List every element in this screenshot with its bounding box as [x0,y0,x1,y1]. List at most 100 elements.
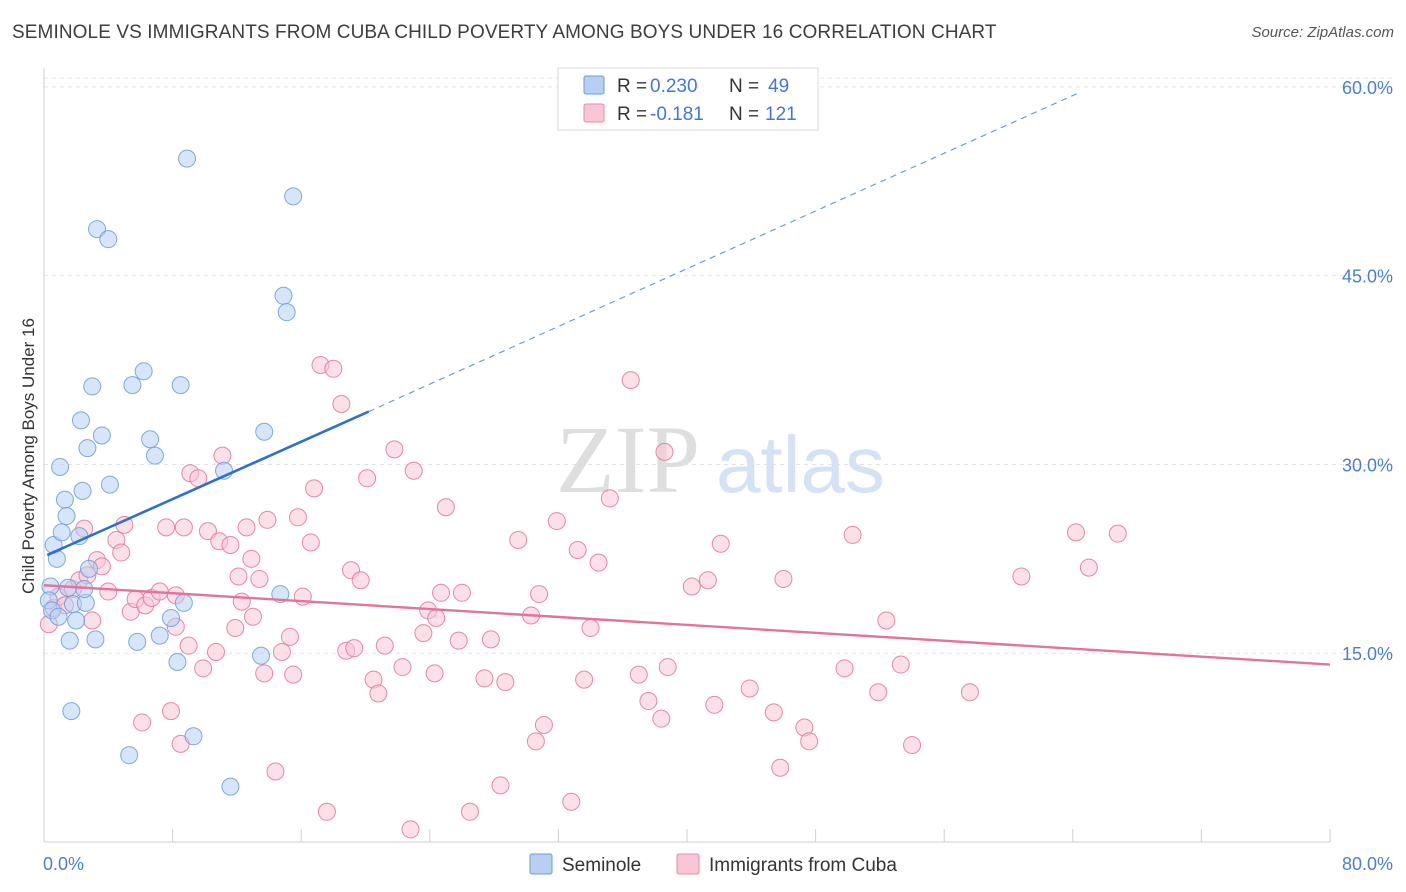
cuba-point [1108,524,1127,543]
cuba-point [764,703,783,722]
y-tick-labels: 15.0% 30.0% 45.0% 60.0% [1342,78,1393,664]
bottom-legend-swatch-cuba [676,853,700,875]
seminole-point [274,286,293,305]
cuba-point [547,512,566,531]
cuba-point [621,371,640,390]
seminole-point [99,230,118,249]
cuba-point [1067,523,1086,542]
cuba-point [581,619,600,638]
seminole-point [51,457,70,476]
cuba-point [655,442,674,461]
cuba-point [432,583,451,602]
seminole-point [277,303,296,322]
seminole-point [161,608,180,627]
cuba-point [351,571,370,590]
cuba-point [385,440,404,459]
cuba-point [266,762,285,781]
seminole-point [88,220,107,239]
cuba-point [903,736,922,755]
cuba-trend-line [43,584,1331,666]
seminole-point [57,507,76,526]
legend-r-label-2: R = [617,104,647,125]
seminole-point [141,430,160,449]
seminole-point [49,607,68,626]
cuba-point [960,683,979,702]
cuba-point [800,732,819,751]
cuba-point [345,639,364,658]
cuba-point [305,479,324,498]
seminole-trend-extension [368,91,1082,413]
seminole-point [284,187,303,206]
seminole-point [83,377,102,396]
seminole-point [100,475,119,494]
y-axis-label: Child Poverty Among Boys Under 16 [19,318,38,594]
cuba-point [481,630,500,649]
cuba-point [496,673,515,692]
cuba-point [255,664,274,683]
cuba-point [639,692,658,711]
seminole-point [67,611,86,630]
seminole-point [252,646,271,665]
bottom-legend-cuba: Immigrants from Cuba [709,855,897,876]
seminole-point [92,426,111,445]
cuba-point [526,732,545,751]
cuba-point [436,498,455,517]
seminole-point [73,481,92,500]
cuba-point [112,543,131,562]
seminole-point [134,362,153,381]
cuba-point [658,658,677,677]
cuba-point [242,549,261,568]
cuba-point [711,534,730,553]
cuba-point [99,582,118,601]
cuba-point [652,709,671,728]
cuba-point [243,607,262,626]
cuba-point [891,655,910,674]
seminole-point [150,626,169,645]
cuba-point [1012,567,1031,586]
y-tick-label: 45.0% [1342,267,1393,287]
cuba-point [589,553,608,572]
cuba-point [226,619,245,638]
legend-n-label-1: N = [729,76,759,97]
cuba-point [843,525,862,544]
cuba-point [207,642,226,661]
seminole-point [123,376,142,395]
cuba-point [705,695,724,714]
cuba-point [375,636,394,655]
cuba-point [83,611,102,630]
cuba-point [414,624,433,643]
legend-r-value-1: 0.230 [650,76,698,97]
legend-n-label-2: N = [729,104,759,125]
y-tick-label: 60.0% [1342,78,1393,98]
cuba-point [161,702,180,721]
cuba-point [332,395,351,414]
seminole-point [120,746,139,765]
seminole-trend-line [46,410,370,557]
watermark-zip: ZIP [556,406,700,513]
legend-swatch-seminole [583,75,605,95]
seminole-point [271,585,290,604]
seminole-point [145,446,164,465]
legend-box: R = 0.230 N = 49 R = -0.181 N = 121 [557,67,819,131]
cuba-point [401,820,420,839]
cuba-point [358,469,377,488]
seminole-point [55,490,74,509]
cuba-point [280,627,299,646]
cuba-point [575,670,594,689]
cuba-point [133,713,152,732]
legend-n-value-2: 121 [765,104,797,125]
cuba-point [835,659,854,678]
cuba-point [179,636,198,655]
legend-n-value-1: 49 [768,76,789,97]
cuba-point [324,359,343,378]
cuba-point [237,518,256,537]
cuba-point [877,611,896,630]
seminole-point [128,632,147,651]
bottom-legend-swatch-seminole [529,853,553,875]
seminole-point [171,376,190,395]
bottom-legend-seminole: Seminole [562,855,641,876]
cuba-point [1079,558,1098,577]
cuba-point [491,776,510,795]
cuba-point [509,530,528,549]
